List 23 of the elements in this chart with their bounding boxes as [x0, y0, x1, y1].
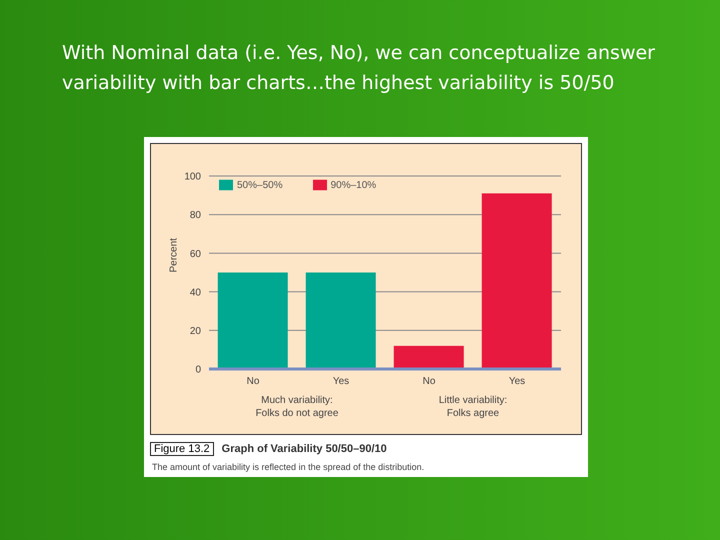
text: Much variability: Folks do not agree [254, 394, 340, 420]
legend-label: 50%–50% [237, 180, 283, 191]
bar [482, 193, 552, 369]
y-tick-label: 0 [195, 364, 202, 376]
chart-title: With Nominal data (i.e. Yes, No), we can conceptualize answer variability with bar charts…the highest variability is 50/50 [62, 41, 656, 96]
text: Little variability: Folks agree [438, 394, 508, 420]
y-tick-label: 60 [190, 248, 202, 260]
text: The amount of variability is reflected in the spread of the distribution. [152, 462, 424, 472]
y-axis-title: Percent [168, 238, 180, 272]
x-tick-label: Yes [332, 376, 350, 388]
bar [394, 346, 464, 369]
bar [218, 272, 288, 369]
y-tick-label: 20 [190, 326, 202, 337]
y-tick-label: 80 [190, 210, 202, 222]
x-tick-label: No [422, 376, 436, 388]
bar [306, 272, 376, 369]
x-tick-label: No [246, 376, 260, 388]
y-tick-label: 40 [190, 287, 202, 298]
text: Graph of Variability 50/50–90/10 [222, 443, 387, 455]
x-tick-label: Yes [508, 376, 526, 388]
y-tick-label: 100 [184, 172, 202, 183]
caption: Figure 13.2 [150, 442, 214, 456]
legend-label: 90%–10% [330, 180, 376, 191]
